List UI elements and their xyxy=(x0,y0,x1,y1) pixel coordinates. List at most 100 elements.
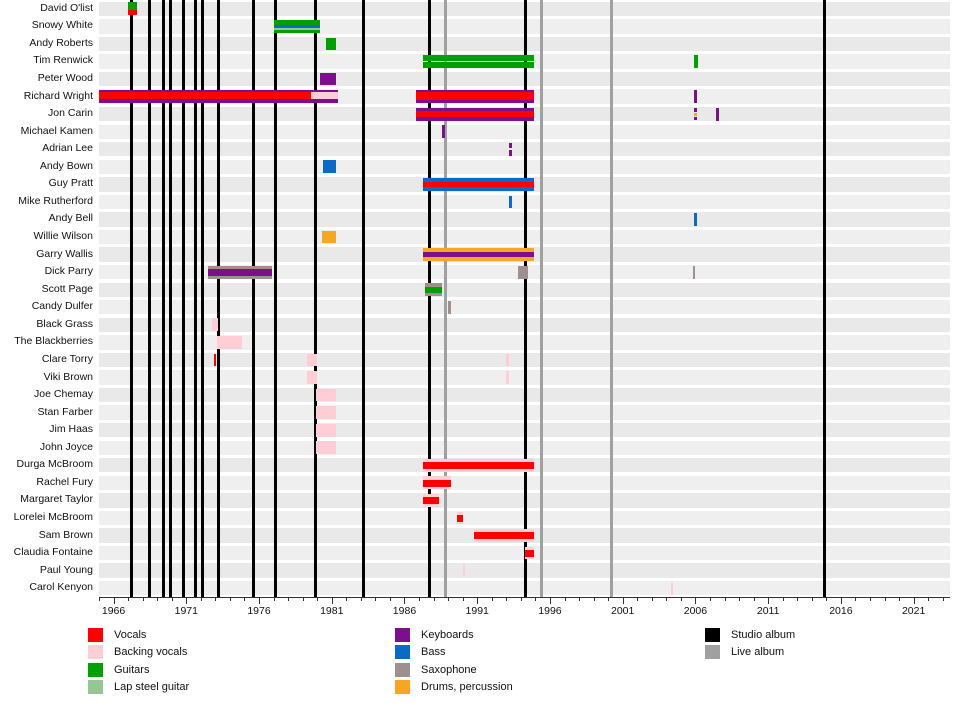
membership-bar-guitars xyxy=(424,286,443,293)
membership-bar-keyboards xyxy=(693,107,697,112)
studio-album-line xyxy=(193,0,197,597)
membership-bar-sax xyxy=(517,265,529,279)
x-tick-label: 1971 xyxy=(174,605,198,617)
studio-album-line xyxy=(523,0,527,597)
membership-bar-guitars xyxy=(423,61,534,68)
x-tick-minor xyxy=(666,597,668,601)
legend-vocals-label: Vocals xyxy=(114,628,147,641)
legend-drums-percussion-swatch xyxy=(395,680,410,695)
x-tick-minor xyxy=(288,597,290,601)
y-axis-label: Margaret Taylor xyxy=(20,493,93,506)
x-tick-minor xyxy=(869,597,871,601)
legend-studio-album[interactable]: Studio album xyxy=(705,626,795,644)
membership-bar-backing xyxy=(315,441,337,455)
y-axis-label: Richard Wright xyxy=(23,89,93,102)
x-tick-minor xyxy=(855,597,857,601)
y-axis-label: David O'list xyxy=(40,1,93,14)
x-tick-major xyxy=(477,597,479,604)
legend-drums-percussion[interactable]: Drums, percussion xyxy=(395,679,513,697)
legend-studio-album-label: Studio album xyxy=(731,628,796,641)
x-tick-minor xyxy=(899,597,901,601)
x-tick-minor xyxy=(782,597,784,601)
membership-bar-guitars xyxy=(128,2,137,11)
membership-bar-vocals xyxy=(423,461,534,469)
chart-legend: Vocals Backing vocals Guitars Lap steel gui… xyxy=(0,626,960,719)
membership-bar-vocals xyxy=(525,550,534,557)
legend-guitars[interactable]: Guitars xyxy=(88,661,189,679)
membership-bar-keyboards xyxy=(693,116,697,121)
legend-keyboards-swatch xyxy=(395,627,410,642)
legend-studio-album-swatch xyxy=(705,627,720,642)
legend-vocals-swatch xyxy=(88,627,103,642)
x-tick-major xyxy=(259,597,261,604)
x-tick-minor xyxy=(593,597,595,601)
membership-bar-guitars xyxy=(423,55,534,61)
y-axis-label: Lorelei McBroom xyxy=(13,510,93,523)
live-album-line xyxy=(443,0,447,597)
membership-bar-backing xyxy=(212,318,219,332)
membership-bar-bass xyxy=(509,195,513,209)
y-axis-label: Snowy White xyxy=(31,19,93,32)
x-tick-label: 2006 xyxy=(683,605,708,617)
x-tick-label: 1991 xyxy=(465,605,489,617)
live-album-line xyxy=(609,0,613,597)
legend-vocals[interactable]: Vocals xyxy=(88,626,189,644)
x-tick-major xyxy=(186,597,188,604)
x-tick-minor xyxy=(739,597,741,601)
legend-live-album[interactable]: Live album xyxy=(705,644,795,662)
studio-album-line xyxy=(200,0,204,597)
x-tick-minor xyxy=(448,597,450,601)
membership-bar-vocals xyxy=(416,92,534,101)
y-axis-label: Peter Wood xyxy=(37,72,93,84)
membership-bar-drums xyxy=(693,112,697,116)
x-tick-label: 2011 xyxy=(756,605,780,617)
x-tick-label: 1981 xyxy=(320,605,344,617)
band-membership-timeline: David O'list Snowy White Andy Roberts Tim R… xyxy=(13,0,950,617)
membership-bar-drums xyxy=(321,230,337,244)
x-tick-minor xyxy=(389,597,391,601)
x-tick-minor xyxy=(637,597,639,601)
y-axis-label: Scott Page xyxy=(41,282,93,295)
membership-bar-vocals xyxy=(423,479,452,487)
studio-album-line xyxy=(273,0,277,597)
membership-bar-keyboards xyxy=(442,125,446,139)
x-tick-label: 1976 xyxy=(247,605,271,617)
membership-bar-vocals xyxy=(99,92,312,100)
x-tick-minor xyxy=(826,597,828,601)
x-tick-minor xyxy=(317,597,319,601)
studio-album-line xyxy=(161,0,165,597)
x-tick-minor xyxy=(709,597,711,601)
membership-bar-backing xyxy=(307,371,318,384)
legend-saxophone[interactable]: Saxophone xyxy=(395,661,513,679)
legend-saxophone-swatch xyxy=(395,662,410,677)
x-tick-major xyxy=(768,597,770,604)
y-axis-label: Tim Renwick xyxy=(33,54,93,67)
membership-bar-vocals xyxy=(128,10,137,16)
legend-bass[interactable]: Bass xyxy=(395,644,513,662)
x-tick-minor xyxy=(215,597,217,601)
x-tick-minor xyxy=(346,597,348,601)
membership-bar-keyboards xyxy=(208,268,273,276)
x-tick-minor xyxy=(811,597,813,601)
y-axis-label: Guy Pratt xyxy=(48,177,93,190)
x-tick-minor xyxy=(520,597,522,601)
y-axis-label: John Joyce xyxy=(39,440,93,453)
studio-album-line xyxy=(148,0,152,597)
x-tick-label: 2021 xyxy=(901,605,926,617)
legend-drums-percussion-label: Drums, percussion xyxy=(421,681,513,694)
y-axis-label: Rachel Fury xyxy=(36,475,93,488)
membership-bar-backing xyxy=(670,581,673,595)
membership-bar-backing xyxy=(307,353,318,367)
legend-keyboards[interactable]: Keyboards xyxy=(395,626,513,644)
x-tick-minor xyxy=(360,597,362,601)
membership-bar-sax xyxy=(448,300,452,314)
membership-bar-vocals xyxy=(423,181,534,188)
legend-lap-steel-guitar[interactable]: Lap steel guitar xyxy=(88,679,189,697)
membership-bar-guitars xyxy=(273,30,321,33)
y-axis-label: Mike Rutherford xyxy=(18,194,93,207)
y-axis-label: Joe Chemay xyxy=(34,388,93,401)
x-tick-major xyxy=(840,597,842,604)
y-axis-label: The Blackberries xyxy=(14,335,93,348)
x-tick-label: 1966 xyxy=(101,605,126,617)
legend-backing-vocals[interactable]: Backing vocals xyxy=(88,644,189,662)
